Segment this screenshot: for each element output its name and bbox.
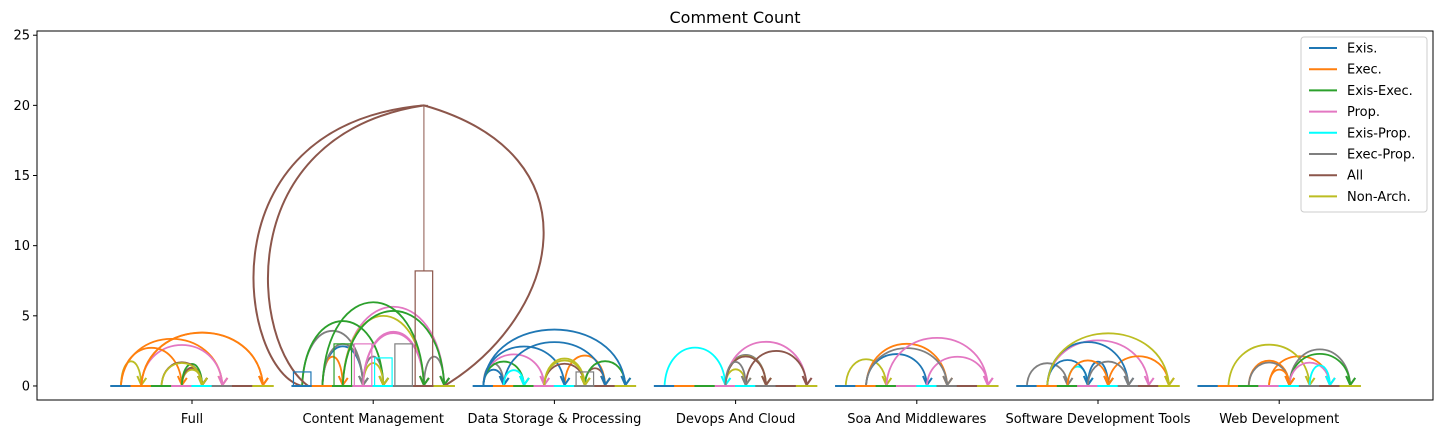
arc-arrowhead — [620, 375, 632, 387]
legend: Exis. Exec. Exis-Exec. Prop. Exis-Prop. Exec-… — [1300, 36, 1428, 213]
y-tick-label: 15 — [13, 169, 30, 184]
legend-label: Exis-Exec. — [1347, 84, 1413, 99]
large-arc — [423, 104, 545, 387]
x-tick-label: Devops And Cloud — [676, 412, 795, 427]
legend-label: All — [1347, 169, 1363, 184]
significance-arc — [321, 301, 425, 386]
legend-label: Prop. — [1347, 105, 1380, 120]
legend-label: Exec. — [1347, 63, 1382, 78]
y-tick-label: 10 — [13, 239, 30, 254]
y-tick-label: 25 — [13, 29, 30, 44]
arc-arrowhead — [942, 375, 954, 387]
chart-title: Comment Count — [670, 8, 801, 27]
significance-arc — [1268, 368, 1291, 386]
large-arc — [266, 104, 425, 387]
significance-arc — [663, 346, 727, 386]
x-axis: Full Content Management Data Storage & Pro… — [181, 400, 1339, 427]
significance-arc — [1308, 364, 1331, 386]
significance-arc — [482, 328, 627, 386]
arcs-layer — [120, 104, 1357, 387]
arc-arrowhead — [801, 375, 813, 387]
large-arc — [252, 104, 425, 387]
x-tick-label: Web Development — [1219, 412, 1339, 427]
significance-arc — [885, 337, 989, 386]
significance-arc — [926, 355, 989, 386]
legend-box — [1300, 36, 1428, 213]
plot-frame — [36, 30, 1434, 401]
significance-arc — [724, 361, 747, 386]
y-axis: 0 5 10 15 20 25 — [13, 29, 37, 394]
significance-arc — [1227, 343, 1311, 386]
significance-arc — [341, 310, 446, 386]
significance-arc — [502, 369, 525, 386]
x-tick-label: Content Management — [302, 412, 443, 427]
y-tick-label: 5 — [22, 309, 30, 324]
legend-label: Exis. — [1347, 42, 1377, 57]
significance-arc — [1046, 332, 1170, 386]
x-tick-label: Full — [181, 412, 203, 427]
arc-arrowhead — [258, 375, 269, 387]
significance-arc — [543, 357, 586, 386]
y-tick-label: 0 — [22, 379, 30, 394]
significance-arc — [844, 358, 888, 386]
legend-label: Non-Arch. — [1347, 190, 1411, 205]
x-tick-label: Data Storage & Processing — [467, 412, 641, 427]
significance-arc — [1026, 362, 1069, 386]
significance-arc — [1268, 355, 1331, 386]
x-tick-label: Soa And Middlewares — [847, 412, 986, 427]
significance-arc — [1107, 355, 1170, 386]
legend-label: Exec-Prop. — [1347, 148, 1415, 163]
significance-arc — [160, 362, 204, 386]
significance-arc — [502, 341, 607, 386]
significance-arc — [301, 320, 385, 386]
arc-arrowhead — [1345, 375, 1357, 387]
arc-arrowhead — [1123, 375, 1135, 387]
bar — [414, 270, 434, 387]
arc-arrowhead — [217, 375, 229, 387]
significance-arc — [140, 331, 264, 386]
significance-arc — [1066, 359, 1110, 386]
legend-label: Exis-Prop. — [1347, 126, 1411, 141]
significance-arc — [1086, 360, 1130, 386]
significance-arc — [744, 350, 808, 386]
y-tick-label: 20 — [13, 99, 30, 114]
arc-arrowhead — [519, 375, 530, 387]
arc-arrowhead — [1164, 375, 1175, 387]
x-tick-label: Software Development Tools — [1005, 412, 1190, 427]
bar — [394, 343, 413, 387]
arc-arrowhead — [982, 375, 994, 387]
arc-arrowhead — [1143, 375, 1155, 387]
bars-layer — [292, 104, 595, 387]
significance-arc — [120, 347, 183, 386]
